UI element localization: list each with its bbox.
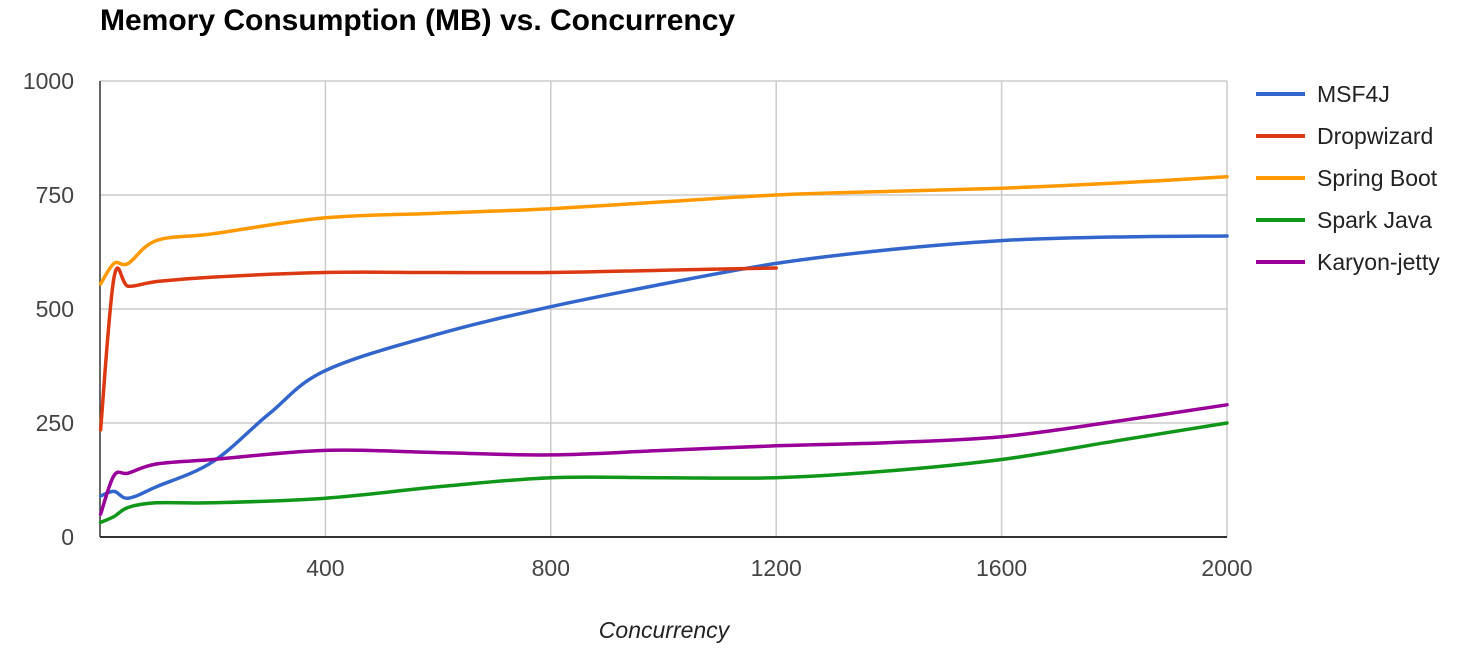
tick-labels: 0 250 500 750 1000 400 800 1200 1600 2000 xyxy=(23,68,1253,581)
y-tick-label: 0 xyxy=(61,524,74,550)
legend: MSF4J Dropwizard Spring Boot Spark Java Kary… xyxy=(1256,81,1440,275)
series-line-dropwizard xyxy=(98,266,778,432)
y-tick-label: 750 xyxy=(36,182,74,208)
x-axis-label: Concurrency xyxy=(599,617,731,643)
x-tick-label: 2000 xyxy=(1201,555,1252,581)
x-tick-label: 1200 xyxy=(751,555,802,581)
series-line-spring-boot xyxy=(98,175,1229,286)
y-tick-label: 500 xyxy=(36,296,74,322)
x-tick-label: 1600 xyxy=(976,555,1027,581)
series-line-karyon-jetty xyxy=(98,403,1229,516)
series-line-msf4j xyxy=(98,234,1229,500)
legend-label-msf4j: MSF4J xyxy=(1317,81,1390,107)
axes xyxy=(99,81,1227,538)
legend-label-spark-java: Spark Java xyxy=(1317,207,1432,233)
legend-label-karyon-jetty: Karyon-jetty xyxy=(1317,249,1440,275)
series-lines xyxy=(98,175,1229,525)
grid-lines xyxy=(100,80,1228,537)
chart-title: Memory Consumption (MB) vs. Concurrency xyxy=(100,4,736,37)
series-line-spark-java xyxy=(98,421,1229,525)
y-tick-label: 250 xyxy=(36,410,74,436)
legend-label-dropwizard: Dropwizard xyxy=(1317,123,1433,149)
x-tick-label: 400 xyxy=(306,555,344,581)
x-tick-label: 800 xyxy=(532,555,570,581)
legend-label-spring-boot: Spring Boot xyxy=(1317,165,1438,191)
y-tick-label: 1000 xyxy=(23,68,74,94)
